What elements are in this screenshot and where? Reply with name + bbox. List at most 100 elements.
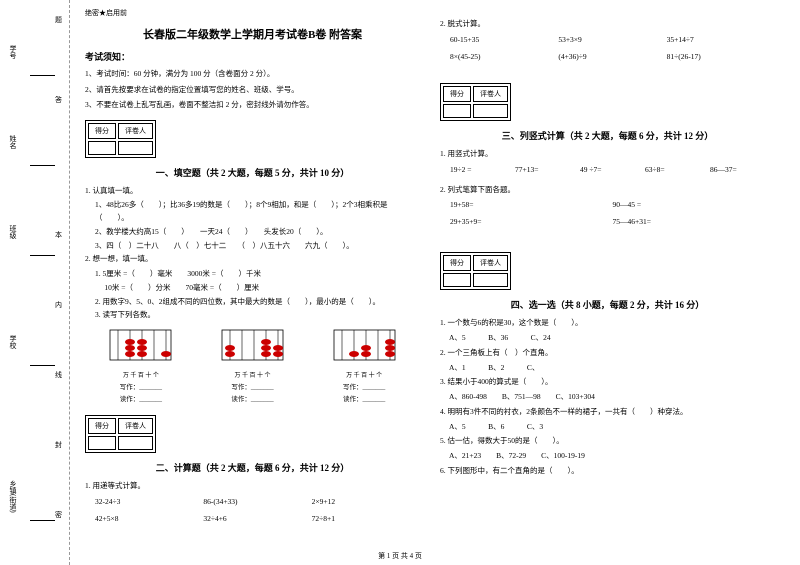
abacus-row: 万 千 百 十 个 写作：_______ 读作：_______ 万 千 百 十 … bbox=[85, 328, 420, 403]
left-column: 绝密★启用前 长春版二年级数学上学期月考试卷B卷 附答案 考试须知： 1、考试时… bbox=[75, 0, 430, 565]
abacus-read: 读作：_______ bbox=[106, 393, 176, 403]
abacus-read: 读作：_______ bbox=[217, 393, 287, 403]
abacus-item: 万 千 百 十 个 写作：_______ 读作：_______ bbox=[106, 328, 176, 403]
abacus-icon bbox=[220, 328, 285, 368]
question-option: A、860-498 B、751—98 C、103+304 bbox=[440, 391, 775, 404]
section-title: 一、填空题（共 2 大题，每题 5 分，共计 10 分） bbox=[85, 166, 420, 179]
sidebar-label: 班级 bbox=[8, 225, 18, 239]
sidebar-line bbox=[30, 255, 55, 256]
abacus-write: 写作：_______ bbox=[217, 381, 287, 391]
calc-item: 63÷8= bbox=[645, 165, 710, 174]
secret-mark: 绝密★启用前 bbox=[85, 8, 420, 18]
calc-item: 90—45 = bbox=[613, 200, 776, 209]
calc-item: (4+36)÷9 bbox=[558, 52, 666, 61]
abacus-icon bbox=[332, 328, 397, 368]
calc-item: 75—46+31= bbox=[613, 217, 776, 226]
question-sub: 1. 5厘米 =（ ）毫米 3000米 =（ ）千米 bbox=[95, 268, 420, 281]
question: 2. 脱式计算。 bbox=[440, 18, 775, 31]
calc-item: 8×(45-25) bbox=[450, 52, 558, 61]
question: 1. 用递等式计算。 bbox=[85, 480, 420, 493]
seal-char: 答 bbox=[55, 95, 62, 105]
question: 1. 用竖式计算。 bbox=[440, 148, 775, 161]
calc-row: 19÷2 = 77+13= 49 ÷7= 63÷8= 86—37= bbox=[450, 165, 775, 174]
question: 3. 结果小于400的算式是（ ）。 bbox=[440, 376, 775, 389]
seal-char: 内 bbox=[55, 300, 62, 310]
calc-item: 60-15+35 bbox=[450, 35, 558, 44]
question-option: A、1 B、2 C、 bbox=[440, 362, 775, 375]
score-box: 得分评卷人 bbox=[85, 120, 156, 158]
question-sub: 2. 用数字9、5、0、2组成不同的四位数，其中最大的数是（ ），最小的是（ ）… bbox=[95, 296, 420, 309]
abacus-labels: 万 千 百 十 个 bbox=[217, 370, 287, 379]
sidebar-line bbox=[30, 165, 55, 166]
score-cell: 得分 bbox=[443, 86, 471, 102]
seal-char: 题 bbox=[55, 15, 62, 25]
score-cell: 评卷人 bbox=[473, 255, 508, 271]
calc-item: 2×9+12 bbox=[312, 497, 420, 506]
calc-row: 42+5×8 32÷4+6 72÷8+1 bbox=[95, 514, 420, 523]
calc-item: 49 ÷7= bbox=[580, 165, 645, 174]
right-column: 2. 脱式计算。 60-15+35 53+3×9 35+14÷7 8×(45-2… bbox=[430, 0, 785, 565]
score-box: 得分评卷人 bbox=[85, 415, 156, 453]
abacus-labels: 万 千 百 十 个 bbox=[329, 370, 399, 379]
question: 2. 想一想，填一填。 bbox=[85, 253, 420, 266]
calc-row: 29+35+9= 75—46+31= bbox=[450, 217, 775, 226]
abacus-read: 读作：_______ bbox=[329, 393, 399, 403]
calc-item: 77+13= bbox=[515, 165, 580, 174]
question-option: A、21+23 B、72-29 C、100-19-19 bbox=[440, 450, 775, 463]
score-box: 得分评卷人 bbox=[440, 83, 511, 121]
question-option: A、5 B、6 C、3 bbox=[440, 421, 775, 434]
question-sub: 3、四（ ）二十八 八（ ）七十二 （ ）八五十六 六九（ ）。 bbox=[95, 240, 420, 253]
calc-item: 42+5×8 bbox=[95, 514, 203, 523]
exam-title: 长春版二年级数学上学期月考试卷B卷 附答案 bbox=[85, 26, 420, 42]
calc-item: 35+14÷7 bbox=[667, 35, 775, 44]
question-option: A、5 B、36 C、24 bbox=[440, 332, 775, 345]
calc-item: 53+3×9 bbox=[558, 35, 666, 44]
question: 6. 下列图形中，有二个直角的是（ ）。 bbox=[440, 465, 775, 478]
calc-item: 32÷4+6 bbox=[203, 514, 311, 523]
abacus-labels: 万 千 百 十 个 bbox=[106, 370, 176, 379]
question: 1. 一个数与6的积是30，这个数是（ ）。 bbox=[440, 317, 775, 330]
score-cell: 评卷人 bbox=[118, 418, 153, 434]
page-content: 绝密★启用前 长春版二年级数学上学期月考试卷B卷 附答案 考试须知： 1、考试时… bbox=[75, 0, 795, 565]
score-cell: 得分 bbox=[88, 123, 116, 139]
calc-row: 60-15+35 53+3×9 35+14÷7 bbox=[450, 35, 775, 44]
seal-char: 线 bbox=[55, 370, 62, 380]
calc-item: 19+58= bbox=[450, 200, 613, 209]
question: 2. 列式笔算下面各题。 bbox=[440, 184, 775, 197]
question: 2. 一个三角板上有（ ）个直角。 bbox=[440, 347, 775, 360]
calc-item: 32-24÷3 bbox=[95, 497, 203, 506]
seal-char: 密 bbox=[55, 510, 62, 520]
abacus-write: 写作：_______ bbox=[329, 381, 399, 391]
score-cell: 评卷人 bbox=[118, 123, 153, 139]
calc-item: 19÷2 = bbox=[450, 165, 515, 174]
calc-row: 32-24÷3 86-(34+33) 2×9+12 bbox=[95, 497, 420, 506]
seal-char: 封 bbox=[55, 440, 62, 450]
question-sub: 2、教学楼大约高15（ ） 一天24（ ） 头发长20（ ）。 bbox=[95, 226, 420, 239]
sidebar-label: 学号 bbox=[8, 45, 18, 59]
question: 4. 明明有3件不同的衬衣，2条颜色不一样的裙子，一共有（ ）种穿法。 bbox=[440, 406, 775, 419]
question-sub: 10米 =（ ）分米 70毫米 =（ ）厘米 bbox=[95, 282, 420, 295]
sidebar-line bbox=[30, 365, 55, 366]
notice-item: 3、不要在试卷上乱写乱画，卷面不整洁扣 2 分，密封线外请勿作答。 bbox=[85, 98, 420, 112]
calc-row: 8×(45-25) (4+36)÷9 81÷(26-17) bbox=[450, 52, 775, 61]
abacus-item: 万 千 百 十 个 写作：_______ 读作：_______ bbox=[329, 328, 399, 403]
notice-item: 2、请首先按要求在试卷的指定位置填写您的姓名、班级、学号。 bbox=[85, 83, 420, 97]
seal-char: 本 bbox=[55, 230, 62, 240]
question: 1. 认真填一填。 bbox=[85, 185, 420, 198]
calc-item: 72÷8+1 bbox=[312, 514, 420, 523]
sidebar-label: 姓名 bbox=[8, 135, 18, 149]
sidebar-line bbox=[30, 520, 55, 521]
score-cell: 评卷人 bbox=[473, 86, 508, 102]
abacus-item: 万 千 百 十 个 写作：_______ 读作：_______ bbox=[217, 328, 287, 403]
sidebar-label: 乡镇(街道) bbox=[8, 480, 18, 513]
calc-item: 86—37= bbox=[710, 165, 775, 174]
abacus-write: 写作：_______ bbox=[106, 381, 176, 391]
section-title: 三、列竖式计算（共 2 大题，每题 6 分，共计 12 分） bbox=[440, 129, 775, 142]
score-cell: 得分 bbox=[443, 255, 471, 271]
question-sub: 1、48比26多（ ）；比36多19的数是（ ）；8个9相加，和是（ ）；2个3… bbox=[95, 199, 420, 225]
binding-sidebar: 学号 姓名 班级 学校 乡镇(街道) 题 答 本 内 线 封 密 bbox=[0, 0, 70, 565]
calc-row: 19+58= 90—45 = bbox=[450, 200, 775, 209]
section-title: 四、选一选（共 8 小题，每题 2 分，共计 16 分） bbox=[440, 298, 775, 311]
calc-item: 86-(34+33) bbox=[203, 497, 311, 506]
section-title: 二、计算题（共 2 大题，每题 6 分，共计 12 分） bbox=[85, 461, 420, 474]
